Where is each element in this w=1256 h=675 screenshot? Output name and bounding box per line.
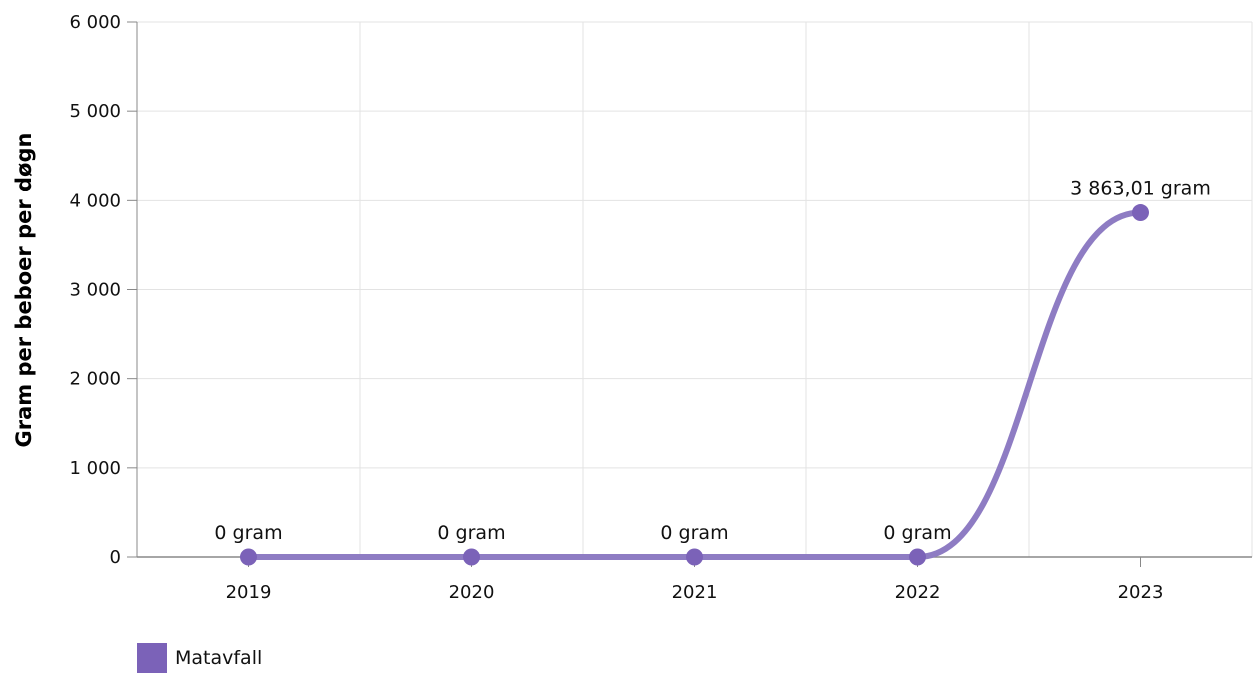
chart: 0 1 000 2 000 3 000 4 000 5 000 6 000 2019 2020… [12, 12, 1253, 603]
y-tick-label: 6 000 [69, 12, 121, 33]
data-labels: 0 gram 0 gram 0 gram 0 gram 3 863,01 gram [214, 178, 1210, 544]
x-tick-label: 2020 [449, 582, 495, 603]
legend-label-matavfall: Matavfall [175, 647, 263, 669]
y-tick-label: 3 000 [69, 280, 121, 301]
axes [127, 21, 1252, 567]
grid [137, 21, 1253, 557]
series [240, 204, 1149, 566]
data-label: 3 863,01 gram [1070, 178, 1211, 200]
data-label: 0 gram [883, 522, 951, 544]
data-label: 0 gram [214, 522, 282, 544]
x-tick-label: 2019 [226, 582, 272, 603]
y-tick-label: 2 000 [69, 369, 121, 390]
data-label: 0 gram [437, 522, 505, 544]
x-tick-labels: 2019 2020 2021 2022 2023 [226, 582, 1164, 603]
y-tick-label: 4 000 [69, 190, 121, 211]
y-tick-label: 0 [110, 547, 121, 568]
series-line-0 [245, 209, 1144, 561]
y-tick-labels: 0 1 000 2 000 3 000 4 000 5 000 6 000 [69, 12, 121, 568]
data-point[interactable] [909, 548, 926, 566]
x-tick-label: 2023 [1118, 582, 1164, 603]
x-tick-label: 2022 [895, 582, 941, 603]
data-label: 0 gram [660, 522, 728, 544]
data-point[interactable] [1132, 204, 1149, 222]
legend-swatch-matavfall [137, 643, 167, 673]
data-point[interactable] [463, 548, 480, 566]
x-tick-label: 2021 [672, 582, 718, 603]
data-point[interactable] [240, 548, 257, 566]
y-tick-label: 1 000 [69, 458, 121, 479]
y-axis-title: Gram per beboer per døgn [12, 133, 36, 448]
data-point[interactable] [686, 548, 703, 566]
y-tick-label: 5 000 [69, 101, 121, 122]
legend[interactable]: Matavfall [137, 643, 262, 673]
